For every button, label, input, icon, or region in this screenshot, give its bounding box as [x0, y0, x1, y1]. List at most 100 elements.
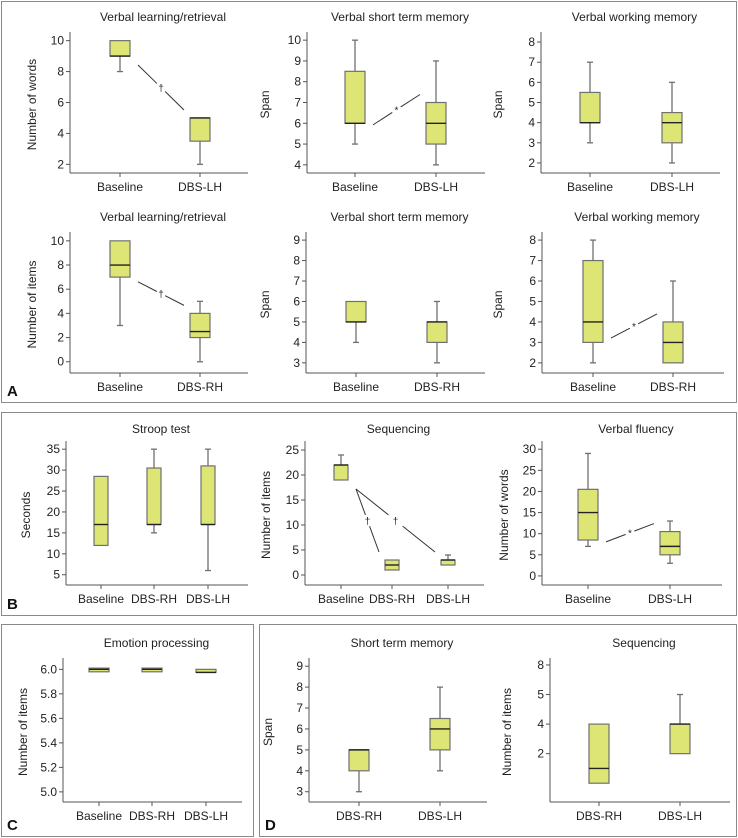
x-tick-label: Baseline	[97, 380, 143, 394]
y-tick-label: 5	[529, 548, 536, 562]
significance-line	[137, 64, 158, 84]
chart-d1: Short term memory Span 3 4 5 6 7 8 9 DBS-RH DBS-LH	[261, 636, 487, 823]
panel-label-c: C	[7, 817, 18, 834]
chart-title: Stroop test	[132, 422, 191, 436]
box-dbs-rh	[588, 723, 610, 784]
x-tick-label: Baseline	[78, 592, 124, 606]
y-tick-label: 15	[523, 506, 537, 520]
chart-a4: Verbal learning/retrieval Number of items…	[25, 210, 248, 394]
box-dbs-lh	[189, 117, 211, 166]
box-iqr	[200, 465, 216, 526]
chart-title: Verbal working memory	[572, 10, 697, 24]
box-iqr	[659, 530, 681, 556]
box-iqr	[109, 40, 131, 57]
y-tick-label: 9	[296, 659, 303, 673]
y-tick-label: 2	[528, 156, 535, 170]
y-tick-label: 6	[294, 116, 301, 130]
y-tick-label: 9	[294, 54, 301, 68]
y-tick-label: 7	[293, 274, 300, 288]
y-tick-label: 0	[57, 355, 64, 369]
x-tick-label: DBS-LH	[186, 592, 230, 606]
y-tick-label: 10	[286, 518, 300, 532]
significance-marker: †	[393, 517, 399, 528]
y-tick-label: 5	[53, 568, 60, 582]
y-tick-label: 10	[523, 527, 537, 541]
chart-title: Verbal short term memory	[330, 210, 468, 224]
box-baseline	[345, 300, 367, 344]
x-tick-label: Baseline	[567, 180, 613, 194]
significance-marker: †	[158, 290, 164, 301]
box-baseline	[109, 240, 131, 327]
y-tick-label: 5	[537, 688, 544, 702]
y-axis-label: Span	[491, 90, 505, 118]
significance-line	[164, 295, 185, 306]
box-dbs-lh	[195, 668, 217, 674]
box-iqr	[189, 117, 211, 142]
y-axis-label: Number of words	[25, 59, 39, 150]
panel-b: B	[1, 412, 737, 616]
box-dbs-rh	[141, 667, 163, 673]
box-baseline	[579, 61, 601, 144]
y-axis-label: Number of items	[259, 471, 273, 559]
box-dbs-lh	[659, 520, 681, 564]
y-axis-label: Span	[261, 718, 275, 746]
y-tick-label: 8	[57, 258, 64, 272]
y-tick-label: 2	[57, 157, 64, 171]
y-tick-label: 3	[529, 335, 536, 349]
box-iqr	[345, 300, 367, 323]
box-dbs-rh	[189, 300, 211, 363]
y-tick-label: 10	[47, 547, 61, 561]
y-axis-label: Number of items	[25, 260, 39, 348]
box-iqr	[669, 723, 691, 755]
box-dbs-lh	[669, 693, 691, 755]
significance-marker: *	[632, 322, 636, 333]
y-axis-label: Span	[491, 290, 505, 318]
y-tick-label: 4	[537, 717, 544, 731]
box-iqr	[661, 111, 683, 144]
significance-line	[402, 525, 436, 553]
x-tick-label: DBS-LH	[178, 180, 222, 194]
y-tick-label: 8	[296, 680, 303, 694]
panel-label-a: A	[7, 383, 18, 400]
y-tick-label: 2	[529, 356, 536, 370]
box-iqr	[348, 749, 370, 772]
box-iqr	[579, 91, 601, 124]
y-tick-label: 3	[528, 136, 535, 150]
x-tick-label: DBS-RH	[336, 809, 382, 823]
box-iqr	[344, 70, 366, 124]
x-tick-label: DBS-LH	[658, 809, 702, 823]
chart-b2: Sequencing Number of items 0 5 10 15 20 25 Basel…	[259, 422, 484, 606]
x-tick-label: Baseline	[565, 592, 611, 606]
y-tick-label: 25	[286, 443, 300, 457]
panel-label-b: B	[7, 596, 18, 613]
x-tick-label: DBS-LH	[184, 809, 228, 823]
y-tick-label: 4	[293, 335, 300, 349]
y-tick-label: 6	[296, 722, 303, 736]
box-iqr	[146, 467, 162, 526]
x-tick-label: Baseline	[318, 592, 364, 606]
box-dbs-lh	[429, 686, 451, 772]
y-tick-label: 20	[286, 468, 300, 482]
y-tick-label: 5	[529, 294, 536, 308]
y-tick-label: 7	[529, 254, 536, 268]
y-axis-label: Span	[258, 290, 272, 318]
y-tick-label: 6	[57, 96, 64, 110]
chart-a5: Verbal short term memory Span 3 4 5 6 7 8 9 Basel…	[258, 210, 485, 394]
y-tick-label: 35	[47, 442, 61, 456]
x-tick-label: DBS-LH	[648, 592, 692, 606]
box-dbs-rh	[426, 300, 448, 364]
significance-line	[605, 533, 626, 543]
box-baseline	[109, 40, 131, 73]
y-tick-label: 8	[537, 658, 544, 672]
x-tick-label: DBS-RH	[369, 592, 415, 606]
y-tick-label: 6.0	[40, 662, 57, 676]
y-tick-label: 20	[523, 484, 537, 498]
y-tick-label: 4	[296, 764, 303, 778]
chart-a2: Verbal short term memory Span 4 5 6 7 8 9 10 Base…	[258, 10, 485, 194]
significance-line	[164, 91, 185, 111]
y-tick-label: 8	[528, 35, 535, 49]
y-tick-label: 8	[57, 65, 64, 79]
significance-line	[637, 313, 658, 325]
y-tick-label: 15	[47, 526, 61, 540]
y-tick-label: 10	[288, 33, 302, 47]
